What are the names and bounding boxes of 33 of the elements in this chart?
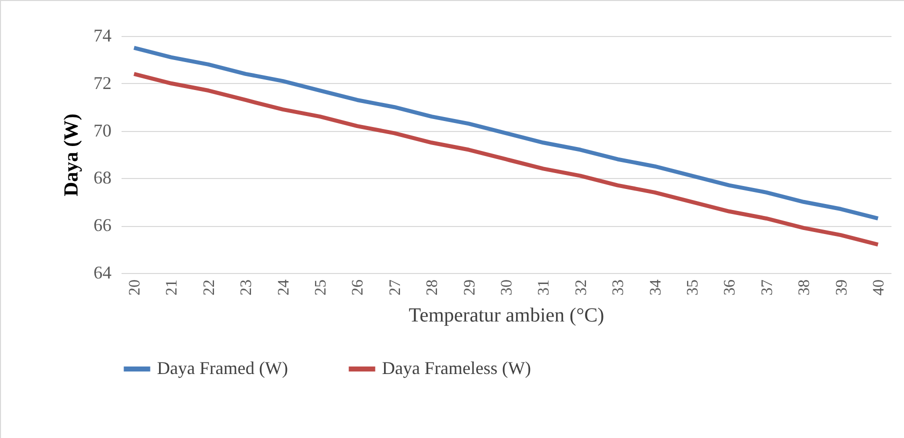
y-tick-label: 72 [94,72,112,93]
y-tick-label: 70 [94,120,112,140]
x-tick-label: 29 [461,280,478,296]
x-tick-label: 33 [610,280,628,296]
x-tick-label: 40 [870,280,888,296]
x-tick-label: 22 [200,280,218,296]
x-tick-label: 35 [684,280,702,296]
x-tick-label: 34 [647,280,664,296]
x-tick-label: 21 [164,280,181,296]
line-series [132,72,880,247]
x-tick-label: 32 [572,280,590,296]
x-tick-label: 30 [498,280,516,296]
x-tick-label: 36 [722,280,739,296]
x-axis-title: Temperatur ambien (°C) [408,304,604,326]
legend-label: Daya Framed (W) [157,358,288,378]
x-tick-label: 31 [536,280,553,296]
y-tick-label: 68 [94,168,112,188]
x-tick-label: 39 [833,280,850,296]
x-tick-label: 37 [758,280,776,296]
x-tick-label: 27 [386,280,404,296]
y-tick-label: 74 [94,26,112,46]
x-tick-label: 26 [350,280,367,296]
x-tick-label: 28 [424,280,442,296]
legend-label: Daya Frameless (W) [382,358,531,378]
y-axis-title: Daya (W) [60,114,82,196]
y-tick-label: 66 [94,215,112,236]
x-tick-label: 20 [126,280,144,296]
x-tick-label: 24 [275,280,292,296]
y-tick-label: 64 [94,262,112,282]
x-tick-label: 38 [796,280,814,296]
line-series [132,46,880,220]
x-tick-label: 23 [238,280,256,296]
x-tick-label: 25 [312,280,330,296]
